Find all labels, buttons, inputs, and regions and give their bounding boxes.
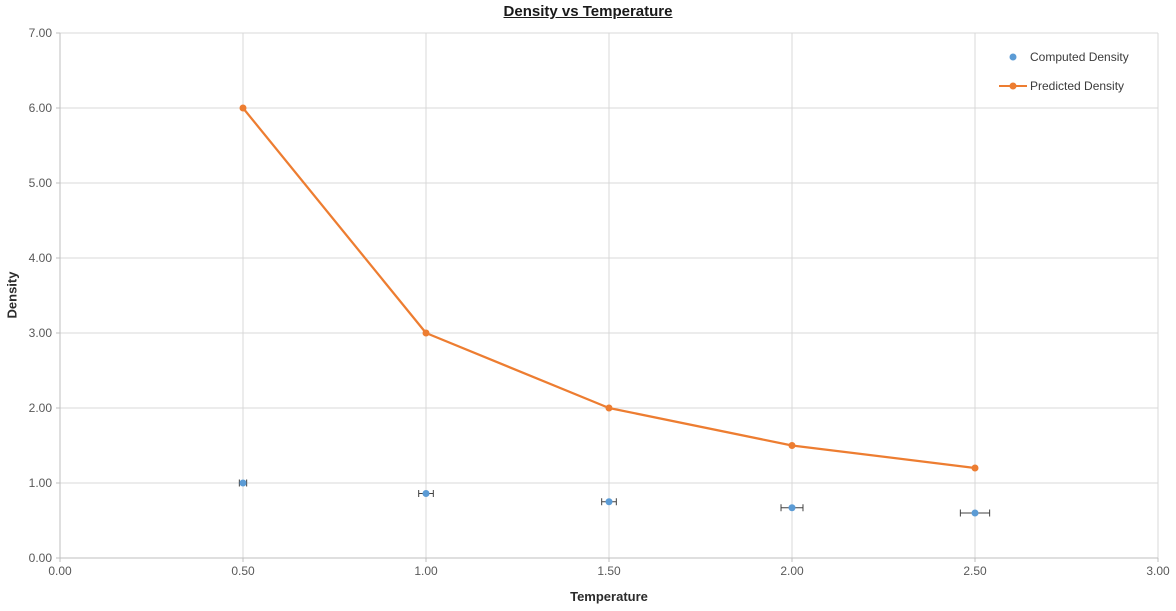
x-tick-label: 1.00	[414, 564, 438, 578]
predicted-density-marker-icon	[996, 77, 1030, 95]
computed-density-point	[605, 498, 613, 506]
predicted-density-point	[239, 104, 247, 112]
legend-label-computed-density: Computed Density	[1030, 50, 1129, 64]
computed-density-point	[422, 490, 430, 497]
y-tick-label: 6.00	[29, 101, 53, 115]
x-tick-label: 3.00	[1146, 564, 1170, 578]
x-tick-label: 2.00	[780, 564, 804, 578]
y-tick-label: 3.00	[29, 326, 53, 340]
x-axis-title: Temperature	[570, 589, 648, 604]
y-axis-title: Density	[4, 271, 20, 319]
x-tick-label: 0.50	[231, 564, 255, 578]
legend-label-predicted-density: Predicted Density	[1030, 79, 1125, 93]
predicted-density-point	[422, 329, 430, 337]
computed-density-marker-icon	[996, 48, 1030, 66]
y-tick-label: 2.00	[29, 401, 53, 415]
predicted-density-point	[788, 442, 796, 449]
computed-density-point	[788, 504, 796, 512]
x-tick-label: 0.00	[48, 564, 72, 578]
legend-item-computed-density[interactable]: Computed Density	[996, 48, 1129, 66]
y-tick-label: 5.00	[29, 176, 53, 190]
x-tick-label: 2.50	[963, 564, 987, 578]
legend: Computed Density Predicted Density	[996, 48, 1129, 95]
legend-item-predicted-density[interactable]: Predicted Density	[996, 77, 1129, 95]
predicted-density-point	[605, 404, 613, 412]
chart-title: Density vs Temperature	[503, 3, 673, 20]
computed-density-point	[239, 479, 247, 487]
y-tick-label: 7.00	[29, 26, 53, 40]
computed-density-point	[971, 509, 979, 517]
predicted-density-point	[971, 464, 979, 472]
x-tick-label: 1.50	[597, 564, 621, 578]
y-tick-label: 0.00	[29, 551, 53, 565]
y-tick-label: 4.00	[29, 251, 53, 265]
y-tick-label: 1.00	[29, 476, 53, 490]
